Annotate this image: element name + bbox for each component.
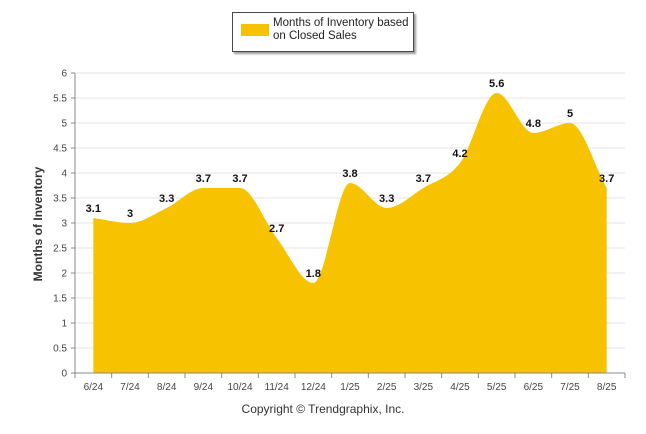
y-tick-label: 3 [61,219,67,230]
x-tick-label: 2/25 [377,382,397,393]
y-tick-label: 0 [61,369,67,380]
data-label: 4.8 [526,118,541,130]
legend: Months of Inventory based on Closed Sale… [232,12,414,52]
data-label: 3.7 [232,173,247,185]
y-tick-label: 6 [61,69,67,80]
series-area-path [93,93,607,373]
axes [71,72,626,378]
x-tick-label: 11/24 [265,382,290,393]
x-tick-label: 6/24 [84,382,104,393]
x-tick-label: 12/24 [301,382,326,393]
x-tick-label: 3/25 [414,382,434,393]
y-tick-label: 0.5 [53,344,67,355]
x-tick-label: 8/25 [597,382,617,393]
x-tick-label: 6/25 [524,382,544,393]
x-tick-label: 10/24 [227,382,252,393]
data-label: 3.7 [416,173,431,185]
x-tick-label: 8/24 [157,382,177,393]
y-tick-labels: 0 0.5 1 1.5 2 2.5 3 3.5 4 4.5 5 5.5 6 [53,69,67,380]
x-tick-label: 7/25 [560,382,580,393]
x-tick-label: 4/25 [450,382,470,393]
data-label: 3.1 [86,203,101,215]
x-tick-label: 1/25 [340,382,360,393]
y-tick-label: 3.5 [53,194,67,205]
data-label: 3.8 [342,168,357,180]
data-labels: 3.1 3 3.3 3.7 3.7 2.7 1.8 3.8 3.3 3.7 4.2 5.6 4.8 5 3.… [86,78,615,280]
data-label: 2.7 [269,223,284,235]
x-tick-label: 5/25 [487,382,507,393]
data-label: 3 [127,208,133,220]
x-tick-label: 7/24 [120,382,140,393]
x-tick-label: 9/24 [194,382,214,393]
legend-label: Months of Inventory based on Closed Sale… [273,17,409,42]
data-label: 1.8 [306,268,321,280]
data-label: 3.7 [599,173,614,185]
y-axis-title: Months of Inventory [31,166,45,281]
x-tick-labels: 6/24 7/24 8/24 9/24 10/24 11/24 12/24 1/25 2/25 3… [84,382,617,393]
y-tick-label: 4 [61,169,67,180]
copyright-footer: Copyright © Trendgraphix, Inc. [241,402,405,416]
y-tick-label: 4.5 [53,144,67,155]
y-tick-label: 2.5 [53,244,67,255]
data-label: 4.2 [452,148,467,160]
data-label: 3.3 [159,193,174,205]
series-area [93,93,607,373]
data-label: 3.7 [196,173,211,185]
y-tick-label: 1 [61,319,67,330]
y-tick-label: 1.5 [53,294,67,305]
data-label: 3.3 [379,193,394,205]
data-label: 5 [567,108,573,120]
y-tick-label: 5.5 [53,94,67,105]
data-label: 5.6 [489,78,504,90]
y-tick-label: 5 [61,119,67,130]
legend-swatch [241,24,269,36]
y-tick-label: 2 [61,269,67,280]
